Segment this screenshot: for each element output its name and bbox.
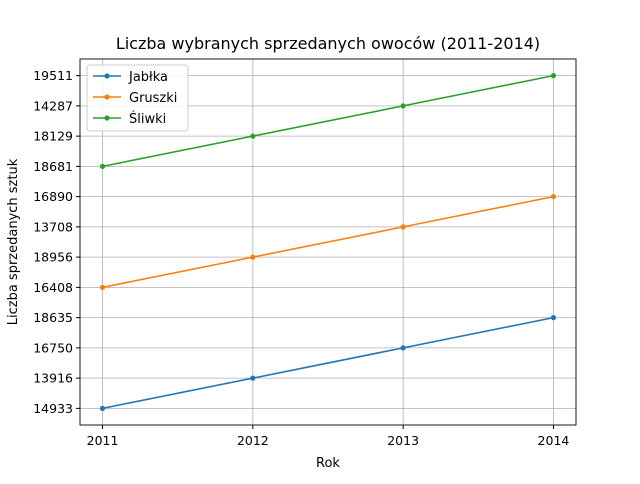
x-tick-label: 2012 xyxy=(237,433,269,448)
x-axis-label: Rok xyxy=(316,456,340,471)
legend-label: Śliwki xyxy=(129,111,166,127)
y-tick-label: 13708 xyxy=(33,219,73,234)
legend-marker xyxy=(104,94,110,100)
series-line xyxy=(102,74,554,168)
y-tick-label: 16890 xyxy=(33,189,73,204)
legend-marker xyxy=(104,73,110,79)
y-tick-label: 14933 xyxy=(33,401,73,416)
legend-marker xyxy=(104,115,110,121)
data-point xyxy=(400,224,406,230)
data-point xyxy=(250,133,256,139)
data-point xyxy=(550,73,557,79)
data-point xyxy=(250,254,256,260)
y-tick-label: 18956 xyxy=(33,250,73,265)
data-point xyxy=(400,345,406,351)
y-tick-label: 18129 xyxy=(33,129,73,144)
data-point xyxy=(99,405,106,411)
x-tick-label: 2014 xyxy=(538,433,570,448)
data-point xyxy=(550,315,557,321)
data-point xyxy=(550,194,557,200)
data-point xyxy=(400,103,406,109)
series-line xyxy=(102,316,554,410)
x-tick-label: 2013 xyxy=(387,433,419,448)
data-point xyxy=(99,284,106,290)
x-tick-label: 2011 xyxy=(87,433,119,448)
y-tick-label: 18635 xyxy=(33,310,73,325)
y-tick-label: 16750 xyxy=(33,340,73,355)
legend-label: Jabłka xyxy=(128,70,168,85)
y-tick-label: 18681 xyxy=(33,159,73,174)
legend-label: Gruszki xyxy=(129,91,177,106)
plot-frame xyxy=(79,58,577,426)
series-line xyxy=(102,195,554,289)
y-tick-label: 14287 xyxy=(33,98,73,113)
y-axis-label: Liczba sprzedanych sztuk xyxy=(6,158,21,325)
data-point xyxy=(99,163,106,169)
chart-title: Liczba wybranych sprzedanych owoców (201… xyxy=(116,34,540,53)
legend-box xyxy=(86,64,189,132)
y-tick-label: 16408 xyxy=(33,280,73,295)
y-tick-label: 19511 xyxy=(33,68,73,83)
data-point xyxy=(250,375,256,381)
y-tick-label: 13916 xyxy=(33,371,73,386)
